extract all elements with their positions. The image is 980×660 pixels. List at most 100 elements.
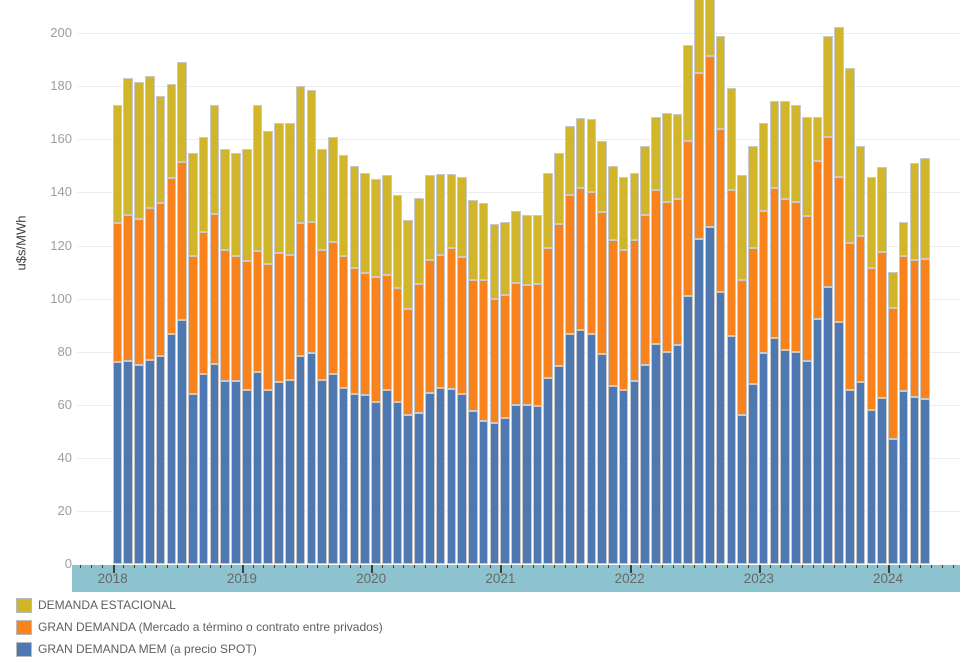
bar-segment[interactable] — [478, 280, 489, 421]
bar-segment[interactable] — [188, 394, 198, 564]
bar-segment[interactable] — [489, 298, 500, 424]
legend-item[interactable]: GRAN DEMANDA (Mercado a término o contra… — [16, 618, 383, 636]
bar-segment[interactable] — [446, 248, 457, 389]
bar-segment[interactable] — [511, 211, 521, 283]
bar-segment[interactable] — [791, 104, 801, 202]
bar-segment[interactable] — [694, 238, 704, 564]
bar-segment[interactable] — [855, 145, 866, 237]
bar-segment[interactable] — [134, 218, 144, 365]
bar-segment[interactable] — [306, 90, 317, 222]
bar-segment[interactable] — [704, 0, 715, 56]
bar-segment[interactable] — [209, 363, 220, 564]
bar-segment[interactable] — [425, 260, 435, 393]
bar-segment[interactable] — [381, 390, 392, 564]
bar-segment[interactable] — [521, 215, 532, 286]
bar-segment[interactable] — [543, 248, 554, 379]
bar-segment[interactable] — [618, 390, 629, 564]
bar-segment[interactable] — [177, 161, 187, 320]
bar-segment[interactable] — [597, 140, 607, 213]
bar-segment[interactable] — [511, 404, 521, 564]
bar-segment[interactable] — [877, 398, 887, 564]
bar-segment[interactable] — [489, 224, 500, 299]
bar-segment[interactable] — [661, 112, 672, 202]
bar-segment[interactable] — [715, 291, 726, 564]
bar-segment[interactable] — [489, 423, 500, 564]
bar-segment[interactable] — [338, 256, 349, 388]
bar-segment[interactable] — [909, 260, 920, 397]
bar-segment[interactable] — [317, 249, 327, 380]
bar-segment[interactable] — [888, 272, 898, 308]
bar-segment[interactable] — [532, 284, 543, 407]
bar-segment[interactable] — [263, 264, 274, 391]
bar-segment[interactable] — [134, 82, 144, 219]
bar-segment[interactable] — [704, 55, 715, 227]
bar-segment[interactable] — [823, 35, 834, 137]
bar-segment[interactable] — [468, 411, 478, 564]
bar-segment[interactable] — [521, 285, 532, 405]
bar-segment[interactable] — [791, 351, 801, 564]
bar-segment[interactable] — [166, 177, 177, 335]
bar-segment[interactable] — [166, 334, 177, 564]
bar-segment[interactable] — [909, 396, 920, 564]
bar-segment[interactable] — [231, 380, 241, 564]
bar-segment[interactable] — [381, 175, 392, 275]
bar-segment[interactable] — [844, 67, 855, 243]
bar-segment[interactable] — [112, 104, 123, 223]
bar-segment[interactable] — [748, 146, 758, 249]
bar-segment[interactable] — [737, 280, 747, 416]
bar-segment[interactable] — [651, 189, 661, 344]
bar-segment[interactable] — [403, 309, 414, 416]
bar-segment[interactable] — [618, 249, 629, 391]
bar-segment[interactable] — [532, 406, 543, 564]
bar-segment[interactable] — [812, 160, 823, 319]
bar-segment[interactable] — [888, 439, 898, 564]
bar-segment[interactable] — [198, 232, 209, 375]
bar-segment[interactable] — [241, 261, 252, 391]
bar-segment[interactable] — [651, 343, 661, 564]
bar-segment[interactable] — [392, 195, 403, 288]
bar-segment[interactable] — [683, 295, 694, 564]
bar-segment[interactable] — [801, 216, 812, 361]
bar-segment[interactable] — [198, 374, 209, 564]
bar-segment[interactable] — [640, 364, 650, 564]
bar-segment[interactable] — [123, 215, 134, 361]
bar-segment[interactable] — [683, 45, 694, 141]
bar-segment[interactable] — [263, 390, 274, 564]
bar-segment[interactable] — [403, 220, 414, 310]
bar-segment[interactable] — [855, 382, 866, 564]
bar-segment[interactable] — [629, 172, 640, 241]
bar-segment[interactable] — [263, 131, 274, 265]
bar-segment[interactable] — [188, 256, 198, 395]
bar-segment[interactable] — [737, 415, 747, 564]
bar-segment[interactable] — [575, 188, 586, 331]
bar-segment[interactable] — [758, 123, 769, 212]
bar-segment[interactable] — [231, 152, 241, 257]
bar-segment[interactable] — [155, 203, 166, 356]
bar-segment[interactable] — [898, 221, 909, 257]
bar-segment[interactable] — [295, 222, 306, 356]
bar-segment[interactable] — [478, 420, 489, 564]
bar-segment[interactable] — [844, 242, 855, 391]
bar-segment[interactable] — [694, 73, 704, 239]
bar-segment[interactable] — [715, 35, 726, 129]
bar-segment[interactable] — [155, 95, 166, 204]
bar-segment[interactable] — [726, 189, 737, 336]
bar-segment[interactable] — [532, 215, 543, 284]
bar-segment[interactable] — [435, 173, 446, 255]
bar-segment[interactable] — [586, 334, 597, 564]
bar-segment[interactable] — [866, 176, 877, 269]
bar-segment[interactable] — [166, 83, 177, 178]
bar-segment[interactable] — [629, 240, 640, 381]
bar-segment[interactable] — [554, 366, 564, 564]
bar-segment[interactable] — [909, 163, 920, 261]
bar-segment[interactable] — [371, 179, 381, 278]
bar-segment[interactable] — [209, 104, 220, 214]
bar-segment[interactable] — [608, 240, 618, 387]
bar-segment[interactable] — [694, 0, 704, 73]
bar-segment[interactable] — [112, 222, 123, 363]
bar-segment[interactable] — [543, 172, 554, 249]
bar-segment[interactable] — [511, 282, 521, 405]
legend-item[interactable]: DEMANDA ESTACIONAL — [16, 596, 176, 614]
bar-segment[interactable] — [381, 274, 392, 391]
legend-item[interactable]: GRAN DEMANDA MEM (a precio SPOT) — [16, 640, 257, 658]
